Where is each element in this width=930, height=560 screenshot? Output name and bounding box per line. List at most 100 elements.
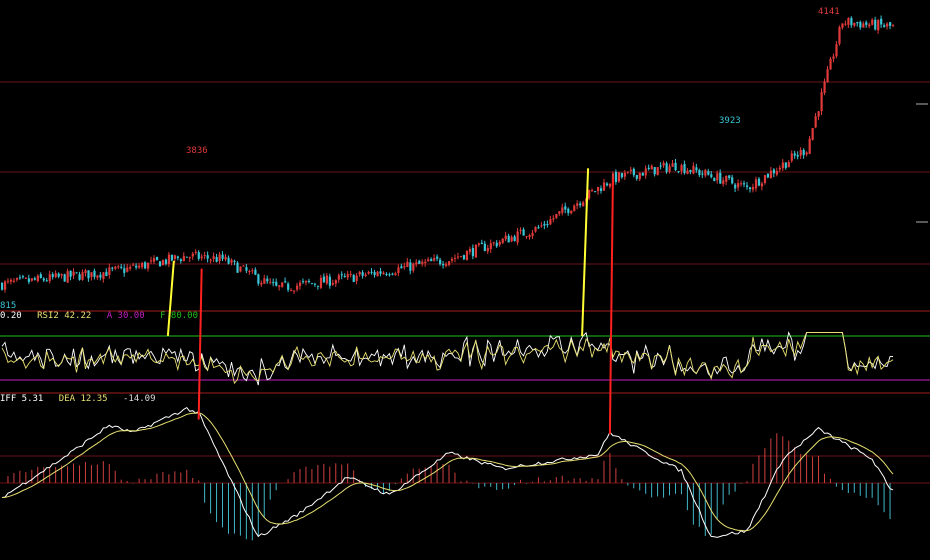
candle-body bbox=[507, 235, 510, 243]
candle-body bbox=[185, 256, 188, 258]
candle-body bbox=[105, 271, 108, 277]
candle-body bbox=[841, 23, 844, 28]
candle-body bbox=[206, 255, 209, 259]
candle-body bbox=[629, 169, 632, 171]
candle-body bbox=[310, 283, 314, 285]
candle-body bbox=[766, 173, 770, 178]
candle-body bbox=[12, 280, 16, 282]
candle-body bbox=[647, 167, 650, 170]
candle-body bbox=[707, 171, 710, 175]
candle-body bbox=[257, 274, 260, 284]
candle-body bbox=[561, 207, 564, 213]
candle-body bbox=[680, 165, 683, 172]
candle-body bbox=[591, 190, 594, 192]
candle-body bbox=[102, 272, 105, 280]
candle-body bbox=[641, 172, 644, 176]
candle-body bbox=[531, 232, 534, 236]
candle-body bbox=[361, 272, 364, 276]
candle-body bbox=[281, 282, 284, 287]
candle-body bbox=[757, 178, 761, 186]
candle-body bbox=[659, 165, 662, 167]
candle-body bbox=[623, 172, 627, 177]
candle-body bbox=[522, 229, 525, 236]
candle-body bbox=[889, 22, 892, 26]
candle-body bbox=[743, 183, 746, 185]
candle-body bbox=[722, 180, 725, 184]
candle-body bbox=[856, 22, 859, 24]
candle-body bbox=[221, 254, 224, 259]
candle-body bbox=[138, 265, 141, 268]
macd-dea-line bbox=[1, 412, 894, 532]
signal-lines bbox=[166, 168, 614, 435]
candle-body bbox=[713, 178, 716, 182]
candle-body bbox=[656, 167, 659, 176]
candle-body bbox=[343, 276, 346, 278]
candle-body bbox=[260, 282, 263, 285]
candle-body bbox=[299, 282, 302, 286]
candle-body bbox=[719, 172, 722, 184]
candle-body bbox=[638, 172, 641, 180]
candle-body bbox=[456, 256, 460, 258]
candle-body bbox=[197, 252, 200, 259]
candle-body bbox=[665, 163, 668, 172]
candle-body bbox=[129, 266, 132, 269]
candle-body bbox=[746, 185, 749, 187]
candle-body bbox=[99, 274, 102, 278]
candle-body bbox=[51, 274, 54, 277]
candle-body bbox=[400, 266, 403, 269]
sell-signal-line-3 bbox=[608, 178, 614, 435]
candle-body bbox=[853, 22, 856, 26]
candle-body bbox=[793, 153, 796, 156]
candle-body bbox=[814, 116, 817, 128]
candle-body bbox=[141, 262, 144, 268]
candle-body bbox=[301, 281, 305, 283]
price-annotation-3836: 3836 bbox=[186, 146, 208, 156]
candle-body bbox=[433, 258, 436, 261]
candle-body bbox=[200, 256, 203, 259]
candle-body bbox=[9, 279, 13, 282]
buy-signal-line-0 bbox=[166, 260, 175, 337]
rsi1-line bbox=[1, 331, 894, 386]
candle-body bbox=[424, 261, 427, 264]
candle-body bbox=[725, 175, 728, 182]
candle-body bbox=[364, 274, 367, 277]
candlestick-series bbox=[1, 15, 895, 294]
candle-body bbox=[18, 277, 22, 279]
candle-body bbox=[421, 261, 424, 264]
candle-body bbox=[817, 111, 820, 117]
candle-body bbox=[69, 270, 72, 277]
candle-body bbox=[462, 255, 466, 260]
candle-body bbox=[549, 219, 552, 225]
candle-body bbox=[829, 58, 832, 70]
candle-body bbox=[126, 267, 129, 272]
price-annotation-4141: 4141 bbox=[818, 7, 840, 17]
candle-body bbox=[626, 171, 629, 173]
diff-legend: IFF 5.31 bbox=[0, 394, 44, 404]
candle-body bbox=[6, 280, 10, 282]
candle-body bbox=[874, 19, 877, 30]
candle-body bbox=[373, 272, 376, 276]
candle-body bbox=[605, 183, 609, 186]
candle-body bbox=[689, 170, 692, 172]
candle-body bbox=[748, 187, 752, 190]
candle-body bbox=[337, 275, 340, 280]
candle-body bbox=[385, 274, 388, 276]
candle-body bbox=[832, 56, 835, 59]
candle-body bbox=[635, 174, 638, 179]
candle-body bbox=[459, 256, 463, 258]
candle-body bbox=[883, 25, 886, 27]
candle-body bbox=[594, 191, 597, 193]
candle-body bbox=[33, 278, 36, 280]
grid-lines bbox=[0, 81, 930, 484]
candle-body bbox=[114, 266, 117, 269]
candle-body bbox=[233, 260, 236, 262]
candle-body bbox=[144, 262, 147, 269]
candle-body bbox=[519, 229, 522, 232]
candle-body bbox=[811, 128, 814, 140]
candle-body bbox=[272, 281, 275, 284]
buy-signal-line-2 bbox=[581, 168, 590, 337]
candle-body bbox=[442, 264, 445, 266]
candle-body bbox=[75, 272, 78, 274]
candle-body bbox=[170, 254, 174, 261]
